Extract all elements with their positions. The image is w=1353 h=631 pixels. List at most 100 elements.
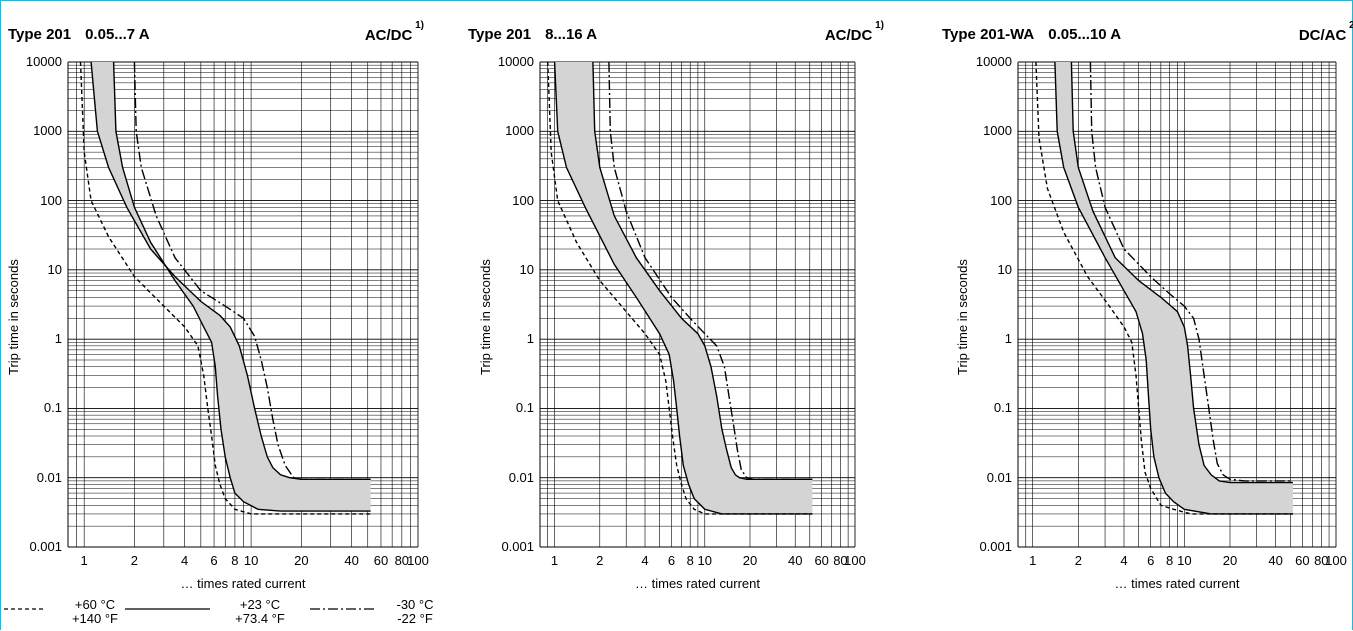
tolerance-band [1054, 62, 1293, 514]
trip-curve-dashdot [1089, 61, 1293, 482]
tolerance-band [91, 62, 371, 512]
x-tick-label: 1 [1029, 553, 1037, 568]
x-tick-label: 4 [1120, 553, 1128, 568]
trip-curve-solid [90, 61, 371, 480]
x-tick-label: 60 [814, 553, 829, 568]
trip-curve-solid [592, 61, 813, 480]
footnote-marker: 2) [1349, 20, 1353, 31]
y-tick-label: 1000 [983, 123, 1012, 139]
y-tick-label: 0.01 [508, 469, 534, 485]
legend [4, 608, 375, 610]
y-tick-label: 0.001 [29, 539, 62, 554]
plot-area [67, 61, 419, 548]
x-tick-label: 2 [130, 553, 139, 568]
y-tick-label: 1 [526, 331, 534, 347]
x-tick-label: 1 [550, 553, 559, 568]
y-tick-label: 10 [47, 261, 62, 277]
x-tick-label: 20 [294, 553, 309, 568]
footnote-marker: 1) [872, 20, 884, 31]
x-tick-label: 4 [641, 553, 649, 568]
y-tick-label: 10000 [497, 54, 534, 69]
title-range: 0.05...10 A [1048, 26, 1122, 43]
trip-curve-dashdot [608, 61, 813, 480]
chart-title: Type 201 8...16 A AC/DC 1) [468, 20, 898, 44]
y-tick-label: 0.001 [501, 539, 534, 554]
chart-title: Type 201-WA 0.05...10 A DC/AC 2) [942, 20, 1353, 44]
x-tick-label: 1 [80, 553, 88, 568]
y-tick-label: 0.01 [986, 469, 1012, 485]
title-current-type: AC/DC 1) [824, 20, 884, 44]
title-type: Type 201 [8, 26, 72, 43]
x-tick-label: 6 [667, 553, 676, 568]
x-tick-label: 80 [833, 553, 848, 568]
x-tick-label: 10 [1177, 553, 1192, 568]
x-tick-label: 10 [243, 553, 259, 568]
trip-curve-solid [1070, 61, 1293, 484]
x-tick-label: 6 [1147, 553, 1155, 568]
plot-area [539, 61, 856, 548]
x-tick-label: 60 [1295, 553, 1310, 568]
chart-title: Type 201 0.05...7 A AC/DC 1) [8, 20, 438, 44]
trip-curve-dashed [547, 61, 813, 515]
title-type: Type 201-WA [942, 26, 1035, 43]
legend-entry: +23 °C +73.4 °F [230, 598, 290, 626]
legend-fahrenheit: -22 °F [397, 611, 433, 626]
y-tick-label: 100 [990, 192, 1012, 208]
trip-curve-dashed [1035, 61, 1293, 515]
title-range: 8...16 A [545, 26, 598, 43]
trip-curve-solid [112, 61, 371, 512]
x-tick-label: 4 [181, 553, 189, 568]
legend-entry: +60 °C +140 °F [65, 598, 125, 626]
y-tick-label: 10000 [975, 54, 1012, 69]
x-tick-label: 20 [742, 553, 758, 568]
x-tick-label: 100 [1325, 553, 1347, 568]
title-current-type: DC/AC 2) [1299, 20, 1353, 44]
y-tick-label: 1000 [505, 123, 534, 139]
trip-curve-dashdot [133, 61, 371, 480]
x-tick-label: 80 [394, 553, 410, 568]
footnote-marker: 1) [412, 20, 424, 31]
x-tick-label: 8 [686, 553, 694, 568]
legend-celsius: +60 °C [74, 597, 116, 612]
tolerance-band [554, 62, 813, 514]
x-tick-label: 100 [844, 553, 866, 568]
x-tick-label: 40 [787, 553, 803, 568]
x-tick-label: 2 [596, 553, 604, 568]
y-tick-label: 10 [997, 261, 1012, 277]
x-tick-label: 40 [1268, 553, 1283, 568]
x-tick-label: 6 [210, 553, 218, 568]
legend-celsius: +23 °C [239, 597, 281, 612]
y-tick-label: 1 [1004, 331, 1012, 347]
x-tick-label: 20 [1222, 553, 1238, 568]
legend-fahrenheit: +140 °F [71, 611, 119, 626]
x-axis-label: … times rated current [1114, 576, 1240, 591]
legend-fahrenheit: +73.4 °F [235, 611, 285, 626]
y-tick-label: 10 [519, 261, 534, 277]
y-tick-label: 0.01 [36, 469, 62, 485]
title-range: 0.05...7 A [85, 26, 150, 43]
x-tick-label: 80 [1314, 553, 1329, 568]
trip-curve-solid [1054, 61, 1293, 515]
x-tick-label: 100 [407, 553, 429, 568]
y-tick-label: 100 [40, 192, 62, 208]
x-tick-label: 8 [231, 553, 239, 568]
y-tick-label: 1 [54, 331, 62, 347]
x-tick-label: 60 [373, 553, 389, 568]
y-tick-label: 0.1 [43, 400, 62, 416]
y-tick-label: 100 [512, 192, 534, 208]
x-tick-label: 40 [344, 553, 359, 568]
y-tick-label: 1000 [33, 123, 62, 139]
x-axis-label: … times rated current [635, 576, 760, 591]
legend-entry: -30 °C -22 °F [385, 598, 445, 626]
title-current-type: AC/DC 1) [364, 20, 424, 44]
y-tick-label: 10000 [25, 54, 62, 69]
y-tick-label: 0.001 [979, 539, 1012, 554]
x-tick-label: 2 [1074, 553, 1082, 568]
y-tick-label: 0.1 [515, 400, 534, 416]
x-tick-label: 8 [1166, 553, 1174, 568]
y-tick-label: 0.1 [993, 400, 1012, 416]
trip-curve-dashed [79, 61, 371, 515]
plot-area [1017, 61, 1337, 548]
legend-celsius: -30 °C [396, 597, 434, 612]
x-axis-label: … times rated current [180, 576, 306, 591]
